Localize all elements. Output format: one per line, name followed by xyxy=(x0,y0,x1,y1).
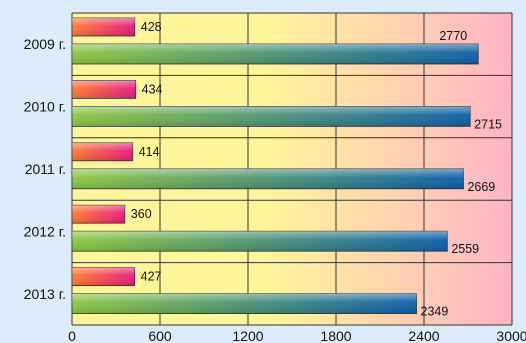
x-axis-tick-labels: 0 600 1200 1800 2400 3000 xyxy=(68,328,526,343)
bar-highlight xyxy=(72,44,479,64)
bar-highlight xyxy=(72,293,417,314)
category-label: 2012 г. xyxy=(24,223,66,239)
bar-highlight xyxy=(72,205,125,224)
bar-highlight xyxy=(72,168,464,189)
value-label: 2715 xyxy=(474,117,502,131)
x-tick-label: 3000 xyxy=(496,328,526,343)
category-label: 2011 г. xyxy=(25,161,66,177)
category-label: 2010 г. xyxy=(24,99,66,115)
bar-highlight xyxy=(72,80,136,99)
value-label: 427 xyxy=(141,270,162,284)
value-labels: 428 2770 434 2715 414 2669 360 2559 427 2349 xyxy=(131,20,502,319)
category-label: 2013 г. xyxy=(24,286,66,302)
value-label: 2770 xyxy=(439,29,467,43)
bar-highlight xyxy=(72,18,135,36)
category-labels: 2009 г. 2010 г. 2011 г. 2012 г. 2013 г. xyxy=(24,36,66,302)
x-tick-label: 600 xyxy=(148,328,172,343)
x-tick-label: 2400 xyxy=(408,328,439,343)
value-label: 434 xyxy=(142,82,163,96)
x-tick-label: 1800 xyxy=(320,328,351,343)
value-label: 414 xyxy=(139,145,160,159)
bar-highlight xyxy=(72,106,471,127)
bar-highlight xyxy=(72,142,133,161)
category-label: 2009 г. xyxy=(24,36,66,52)
value-label: 2349 xyxy=(421,305,449,319)
value-label: 360 xyxy=(131,207,152,221)
value-label: 2559 xyxy=(451,242,479,256)
x-tick-label: 0 xyxy=(68,328,76,343)
bar-highlight xyxy=(72,267,135,286)
bar-highlight xyxy=(72,231,448,252)
value-label: 2669 xyxy=(467,180,495,194)
bars xyxy=(71,17,479,315)
value-label: 428 xyxy=(141,20,162,34)
x-tick-label: 1200 xyxy=(232,328,263,343)
